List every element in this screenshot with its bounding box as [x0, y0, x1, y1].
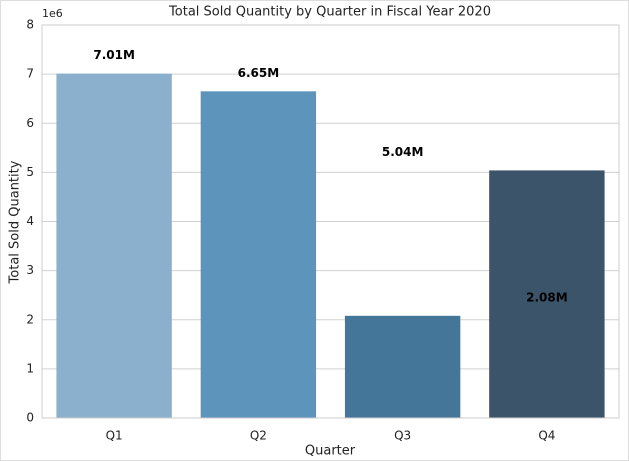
data-label: 5.04M: [382, 145, 424, 159]
y-offset-label: 1e6: [42, 7, 63, 20]
marks: [56, 73, 605, 418]
y-tick-label: 4: [26, 214, 34, 228]
y-tick-label: 7: [26, 67, 34, 81]
x-tick-label: Q1: [106, 429, 123, 443]
data-label: 7.01M: [93, 48, 135, 62]
y-tick-label: 2: [26, 312, 34, 326]
y-tick-label: 3: [26, 263, 34, 277]
bar: [200, 91, 317, 418]
y-tick-label: 6: [26, 116, 34, 130]
x-tick-label: Q4: [538, 429, 555, 443]
chart-title: Total Sold Quantity by Quarter in Fiscal…: [168, 5, 491, 20]
data-label: 2.08M: [526, 290, 568, 304]
plot-frame: [41, 24, 620, 419]
y-axis-label: Total Sold Quantity: [8, 160, 23, 284]
x-tick-label: Q3: [394, 429, 411, 443]
y-tick-label: 5: [26, 165, 34, 179]
y-tick-label: 0: [26, 411, 34, 425]
data-label: 6.65M: [238, 66, 280, 80]
bar: [344, 315, 461, 418]
y-tick-label: 1: [26, 361, 34, 375]
x-tick-label: Q2: [250, 429, 267, 443]
bar: [489, 170, 605, 418]
x-axis-label: Quarter: [305, 444, 356, 459]
bar: [56, 73, 172, 418]
y-tick-label: 8: [26, 18, 34, 32]
